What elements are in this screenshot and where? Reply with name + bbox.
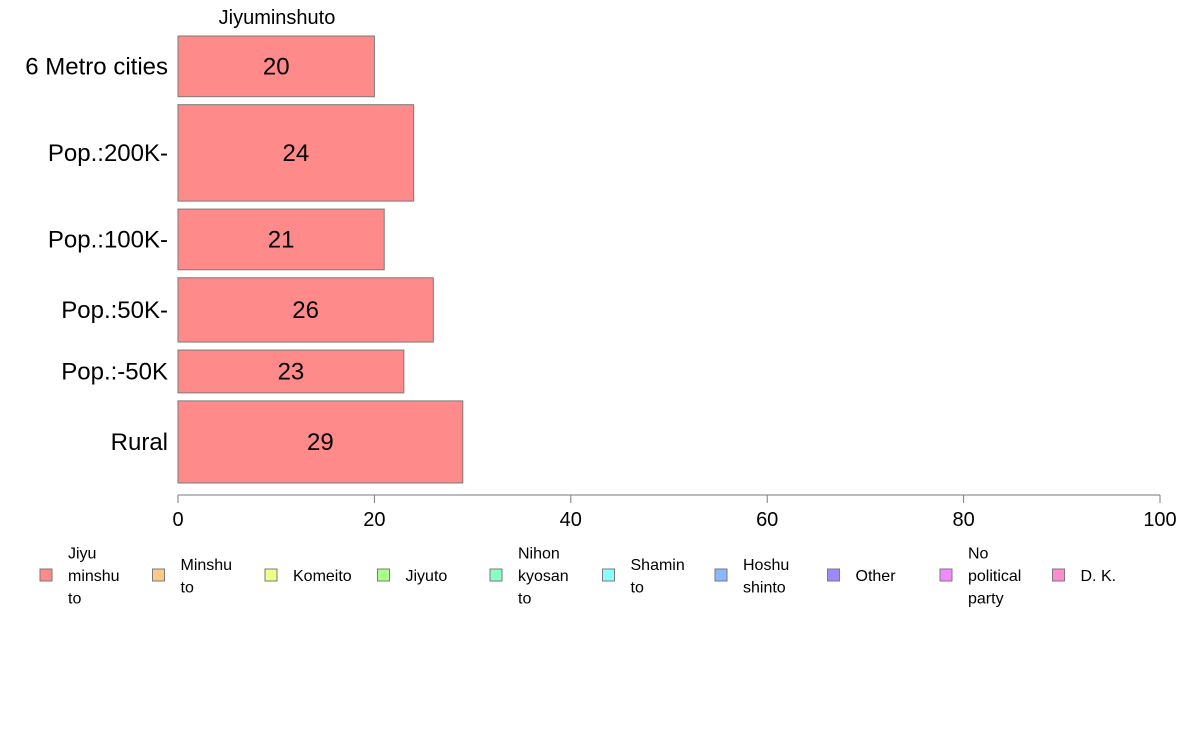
panel-title: Jiyuminshuto (219, 7, 336, 29)
legend-label: Jiyu minshu to (68, 546, 120, 608)
category-label: Pop.:50K- (61, 297, 168, 324)
legend-swatch (489, 568, 503, 582)
category-label: Rural (111, 429, 168, 456)
legend-swatch (377, 568, 390, 582)
bar (177, 400, 464, 484)
legend-label: Nihon kyosan to (518, 546, 569, 608)
bar-value-label: 24 (282, 140, 309, 167)
legend-swatch (714, 568, 728, 582)
bars-group: 6 Metro cities 20 Pop.:200K- 24 Pop.:100K- 21… (25, 35, 464, 484)
x-tick-label: 100 (1143, 509, 1176, 531)
bar-value-label: 29 (307, 429, 334, 456)
category-label: Pop.:-50K (61, 358, 168, 385)
legend-swatch (602, 568, 615, 582)
x-tick-label: 0 (172, 509, 183, 531)
legend-label: Minshu to (181, 557, 233, 597)
legend: Jiyu minshu to Minshu to Komeito Jiyuto Nihon ky… (39, 546, 1117, 608)
x-tick-label: 40 (560, 509, 582, 531)
legend-swatch (939, 568, 953, 582)
legend-swatch (264, 568, 278, 582)
bar-value-label: 26 (292, 297, 319, 324)
bar (177, 349, 405, 394)
legend-label: Jiyuto (406, 568, 448, 585)
legend-label: No political party (968, 546, 1021, 608)
bar-value-label: 21 (268, 226, 295, 253)
legend-label: D. K. (1081, 568, 1117, 585)
legend-label: Hoshu shinto (743, 557, 789, 597)
legend-label: Komeito (293, 568, 352, 585)
x-tick-label: 80 (952, 509, 974, 531)
x-tick-label: 20 (363, 509, 385, 531)
legend-swatch (39, 568, 53, 582)
bar-value-label: 23 (278, 358, 305, 385)
category-label: 6 Metro cities (25, 53, 168, 80)
legend-label: Other (856, 568, 897, 585)
category-label: Pop.:200K- (48, 140, 168, 167)
bar (177, 208, 385, 271)
legend-swatch (152, 568, 165, 582)
legend-label: Shamin to (631, 557, 685, 597)
category-label: Pop.:100K- (48, 226, 168, 253)
bar (177, 104, 415, 202)
legend-swatch (1052, 568, 1065, 582)
x-axis: 0 20 40 60 80 100 (172, 494, 1177, 531)
x-tick-label: 60 (756, 509, 778, 531)
bar-value-label: 20 (263, 53, 290, 80)
legend-swatch (827, 568, 840, 582)
bar (177, 35, 375, 98)
bar (177, 277, 434, 343)
